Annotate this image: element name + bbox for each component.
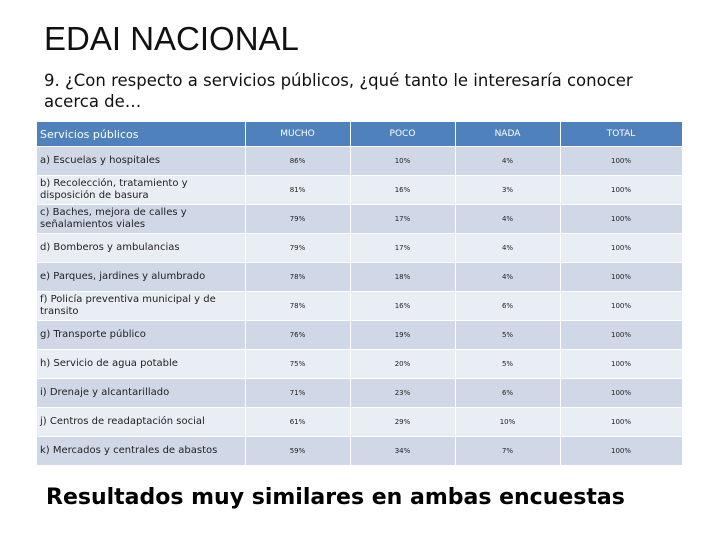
- header-cell: TOTAL: [560, 122, 683, 147]
- value-cell: 100%: [560, 175, 683, 205]
- value-cell: 7%: [455, 436, 561, 465]
- service-cell: a) Escuelas y hospitales: [37, 146, 246, 176]
- value-cell: 100%: [560, 407, 683, 437]
- value-cell: 10%: [350, 146, 456, 176]
- value-cell: 10%: [455, 407, 561, 437]
- service-cell: k) Mercados y centrales de abastos: [37, 436, 246, 465]
- service-cell: f) Policía preventiva municipal y de tra…: [37, 291, 246, 321]
- value-cell: 20%: [350, 349, 456, 379]
- table-row: c) Baches, mejora de calles y señalamien…: [37, 204, 683, 234]
- value-cell: 100%: [560, 291, 683, 321]
- results-table: Servicios públicos MUCHO POCO NADA TOTAL a) …: [37, 122, 683, 465]
- value-cell: 5%: [455, 349, 561, 379]
- value-cell: 18%: [350, 262, 456, 292]
- value-cell: 79%: [245, 233, 351, 263]
- value-cell: 100%: [560, 436, 683, 465]
- value-cell: 4%: [455, 233, 561, 263]
- value-cell: 23%: [350, 378, 456, 408]
- service-cell: i) Drenaje y alcantarillado: [37, 378, 246, 408]
- table-row: e) Parques, jardines y alumbrado 78% 18% 4%…: [37, 262, 683, 292]
- value-cell: 100%: [560, 146, 683, 176]
- value-cell: 17%: [350, 233, 456, 263]
- table-row: d) Bomberos y ambulancias 79% 17% 4% 100%: [37, 233, 683, 263]
- table-row: k) Mercados y centrales de abastos 59% 34%…: [37, 436, 683, 465]
- table-row: b) Recolección, tratamiento y disposició…: [37, 175, 683, 205]
- value-cell: 3%: [455, 175, 561, 205]
- value-cell: 5%: [455, 320, 561, 350]
- table-row: j) Centros de readaptación social 61% 29% 1…: [37, 407, 683, 437]
- header-cell: Servicios públicos: [37, 122, 246, 147]
- value-cell: 100%: [560, 378, 683, 408]
- slide-subtitle: 9. ¿Con respecto a servicios públicos, ¿…: [44, 71, 633, 111]
- header-row: Servicios públicos MUCHO POCO NADA TOTAL: [37, 122, 683, 147]
- slide-title: EDAI NACIONAL: [44, 20, 299, 57]
- value-cell: 16%: [350, 175, 456, 205]
- value-cell: 34%: [350, 436, 456, 465]
- value-cell: 4%: [455, 204, 561, 234]
- value-cell: 100%: [560, 233, 683, 263]
- value-cell: 86%: [245, 146, 351, 176]
- table-row: a) Escuelas y hospitales 86% 10% 4% 100%: [37, 146, 683, 176]
- value-cell: 29%: [350, 407, 456, 437]
- value-cell: 100%: [560, 349, 683, 379]
- service-cell: e) Parques, jardines y alumbrado: [37, 262, 246, 292]
- value-cell: 4%: [455, 262, 561, 292]
- table-row: f) Policía preventiva municipal y de tra…: [37, 291, 683, 321]
- value-cell: 78%: [245, 291, 351, 321]
- value-cell: 61%: [245, 407, 351, 437]
- value-cell: 78%: [245, 262, 351, 292]
- value-cell: 4%: [455, 146, 561, 176]
- value-cell: 100%: [560, 320, 683, 350]
- value-cell: 17%: [350, 204, 456, 234]
- value-cell: 71%: [245, 378, 351, 408]
- value-cell: 76%: [245, 320, 351, 350]
- table-body: a) Escuelas y hospitales 86% 10% 4% 100% b) R…: [37, 146, 683, 465]
- header-cell: NADA: [455, 122, 561, 147]
- table-row: g) Transporte público 76% 19% 5% 100%: [37, 320, 683, 350]
- service-cell: g) Transporte público: [37, 320, 246, 350]
- service-cell: j) Centros de readaptación social: [37, 407, 246, 437]
- value-cell: 79%: [245, 204, 351, 234]
- value-cell: 59%: [245, 436, 351, 465]
- service-cell: c) Baches, mejora de calles y señalamien…: [37, 204, 246, 234]
- table-row: h) Servicio de agua potable 75% 20% 5% 100%: [37, 349, 683, 379]
- slide-footer: Resultados muy similares en ambas encues…: [46, 485, 625, 510]
- service-cell: d) Bomberos y ambulancias: [37, 233, 246, 263]
- value-cell: 16%: [350, 291, 456, 321]
- value-cell: 100%: [560, 262, 683, 292]
- header-cell: POCO: [350, 122, 456, 147]
- table-row: i) Drenaje y alcantarillado 71% 23% 6% 100%: [37, 378, 683, 408]
- value-cell: 75%: [245, 349, 351, 379]
- value-cell: 19%: [350, 320, 456, 350]
- value-cell: 6%: [455, 291, 561, 321]
- header-cell: MUCHO: [245, 122, 351, 147]
- service-cell: b) Recolección, tratamiento y disposició…: [37, 175, 246, 205]
- value-cell: 81%: [245, 175, 351, 205]
- service-cell: h) Servicio de agua potable: [37, 349, 246, 379]
- value-cell: 6%: [455, 378, 561, 408]
- value-cell: 100%: [560, 204, 683, 234]
